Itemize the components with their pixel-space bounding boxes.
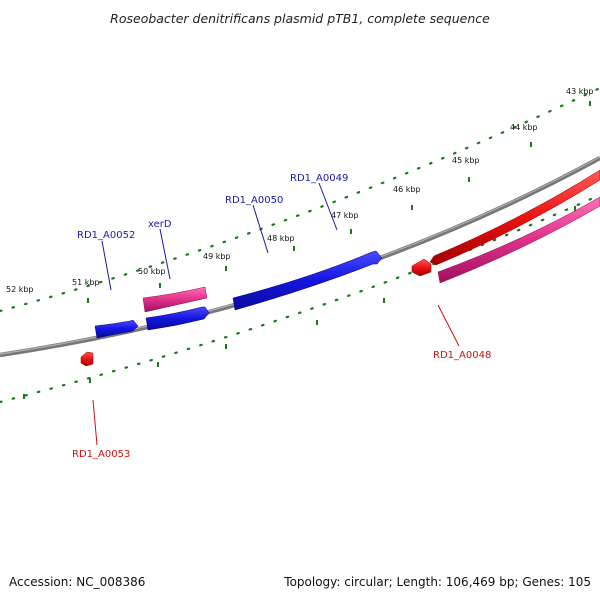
gene-RD1_A0050-feature[interactable] xyxy=(232,250,383,311)
gene-label-RD1_A0050[interactable]: RD1_A0050 xyxy=(225,195,283,206)
gene-RD1_A0053-feature[interactable] xyxy=(80,351,94,367)
tick-label-48kbp: 48 kbp xyxy=(267,234,295,243)
tick-label-44kbp: 44 kbp xyxy=(510,123,538,132)
tick-label-47kbp: 47 kbp xyxy=(331,211,359,220)
gene-label-RD1_A0048[interactable]: RD1_A0048 xyxy=(433,350,491,361)
map-title: Roseobacter denitrificans plasmid pTB1, … xyxy=(110,11,490,26)
tick-label-43kbp: 43 kbp xyxy=(566,87,594,96)
label-leaders xyxy=(92,182,460,446)
gene-label-xerD[interactable]: xerD xyxy=(148,219,172,230)
tick-label-50kbp: 50 kbp xyxy=(138,267,166,276)
tick-label-51kbp: 51 kbp xyxy=(72,278,100,287)
outer-major-ticks xyxy=(87,101,591,303)
plasmid-backbone xyxy=(0,156,600,358)
tick-labels: 43 kbp 44 kbp 45 kbp 46 kbp 47 kbp 48 kb… xyxy=(6,87,594,294)
gene-xerD-feature[interactable] xyxy=(145,306,210,331)
tick-label-46kbp: 46 kbp xyxy=(393,185,421,194)
gene-xerD-rna-feature[interactable] xyxy=(142,286,208,313)
tick-label-49kbp: 49 kbp xyxy=(203,252,231,261)
gene-RD1_A0052-feature[interactable] xyxy=(94,319,139,339)
gene-small-red-feature[interactable] xyxy=(411,258,432,277)
gene-label-RD1_A0049[interactable]: RD1_A0049 xyxy=(290,173,348,184)
accession-text: Accession: NC_008386 xyxy=(9,575,145,589)
outer-tick-ring xyxy=(0,86,600,313)
gene-label-RD1_A0053[interactable]: RD1_A0053 xyxy=(72,449,130,460)
sequence-summary-text: Topology: circular; Length: 106,469 bp; … xyxy=(283,575,591,589)
tick-label-45kbp: 45 kbp xyxy=(452,156,480,165)
tick-label-52kbp: 52 kbp xyxy=(6,285,34,294)
gene-label-RD1_A0052[interactable]: RD1_A0052 xyxy=(77,230,135,241)
gene-RD1_A0048-rna-feature[interactable] xyxy=(437,196,600,284)
